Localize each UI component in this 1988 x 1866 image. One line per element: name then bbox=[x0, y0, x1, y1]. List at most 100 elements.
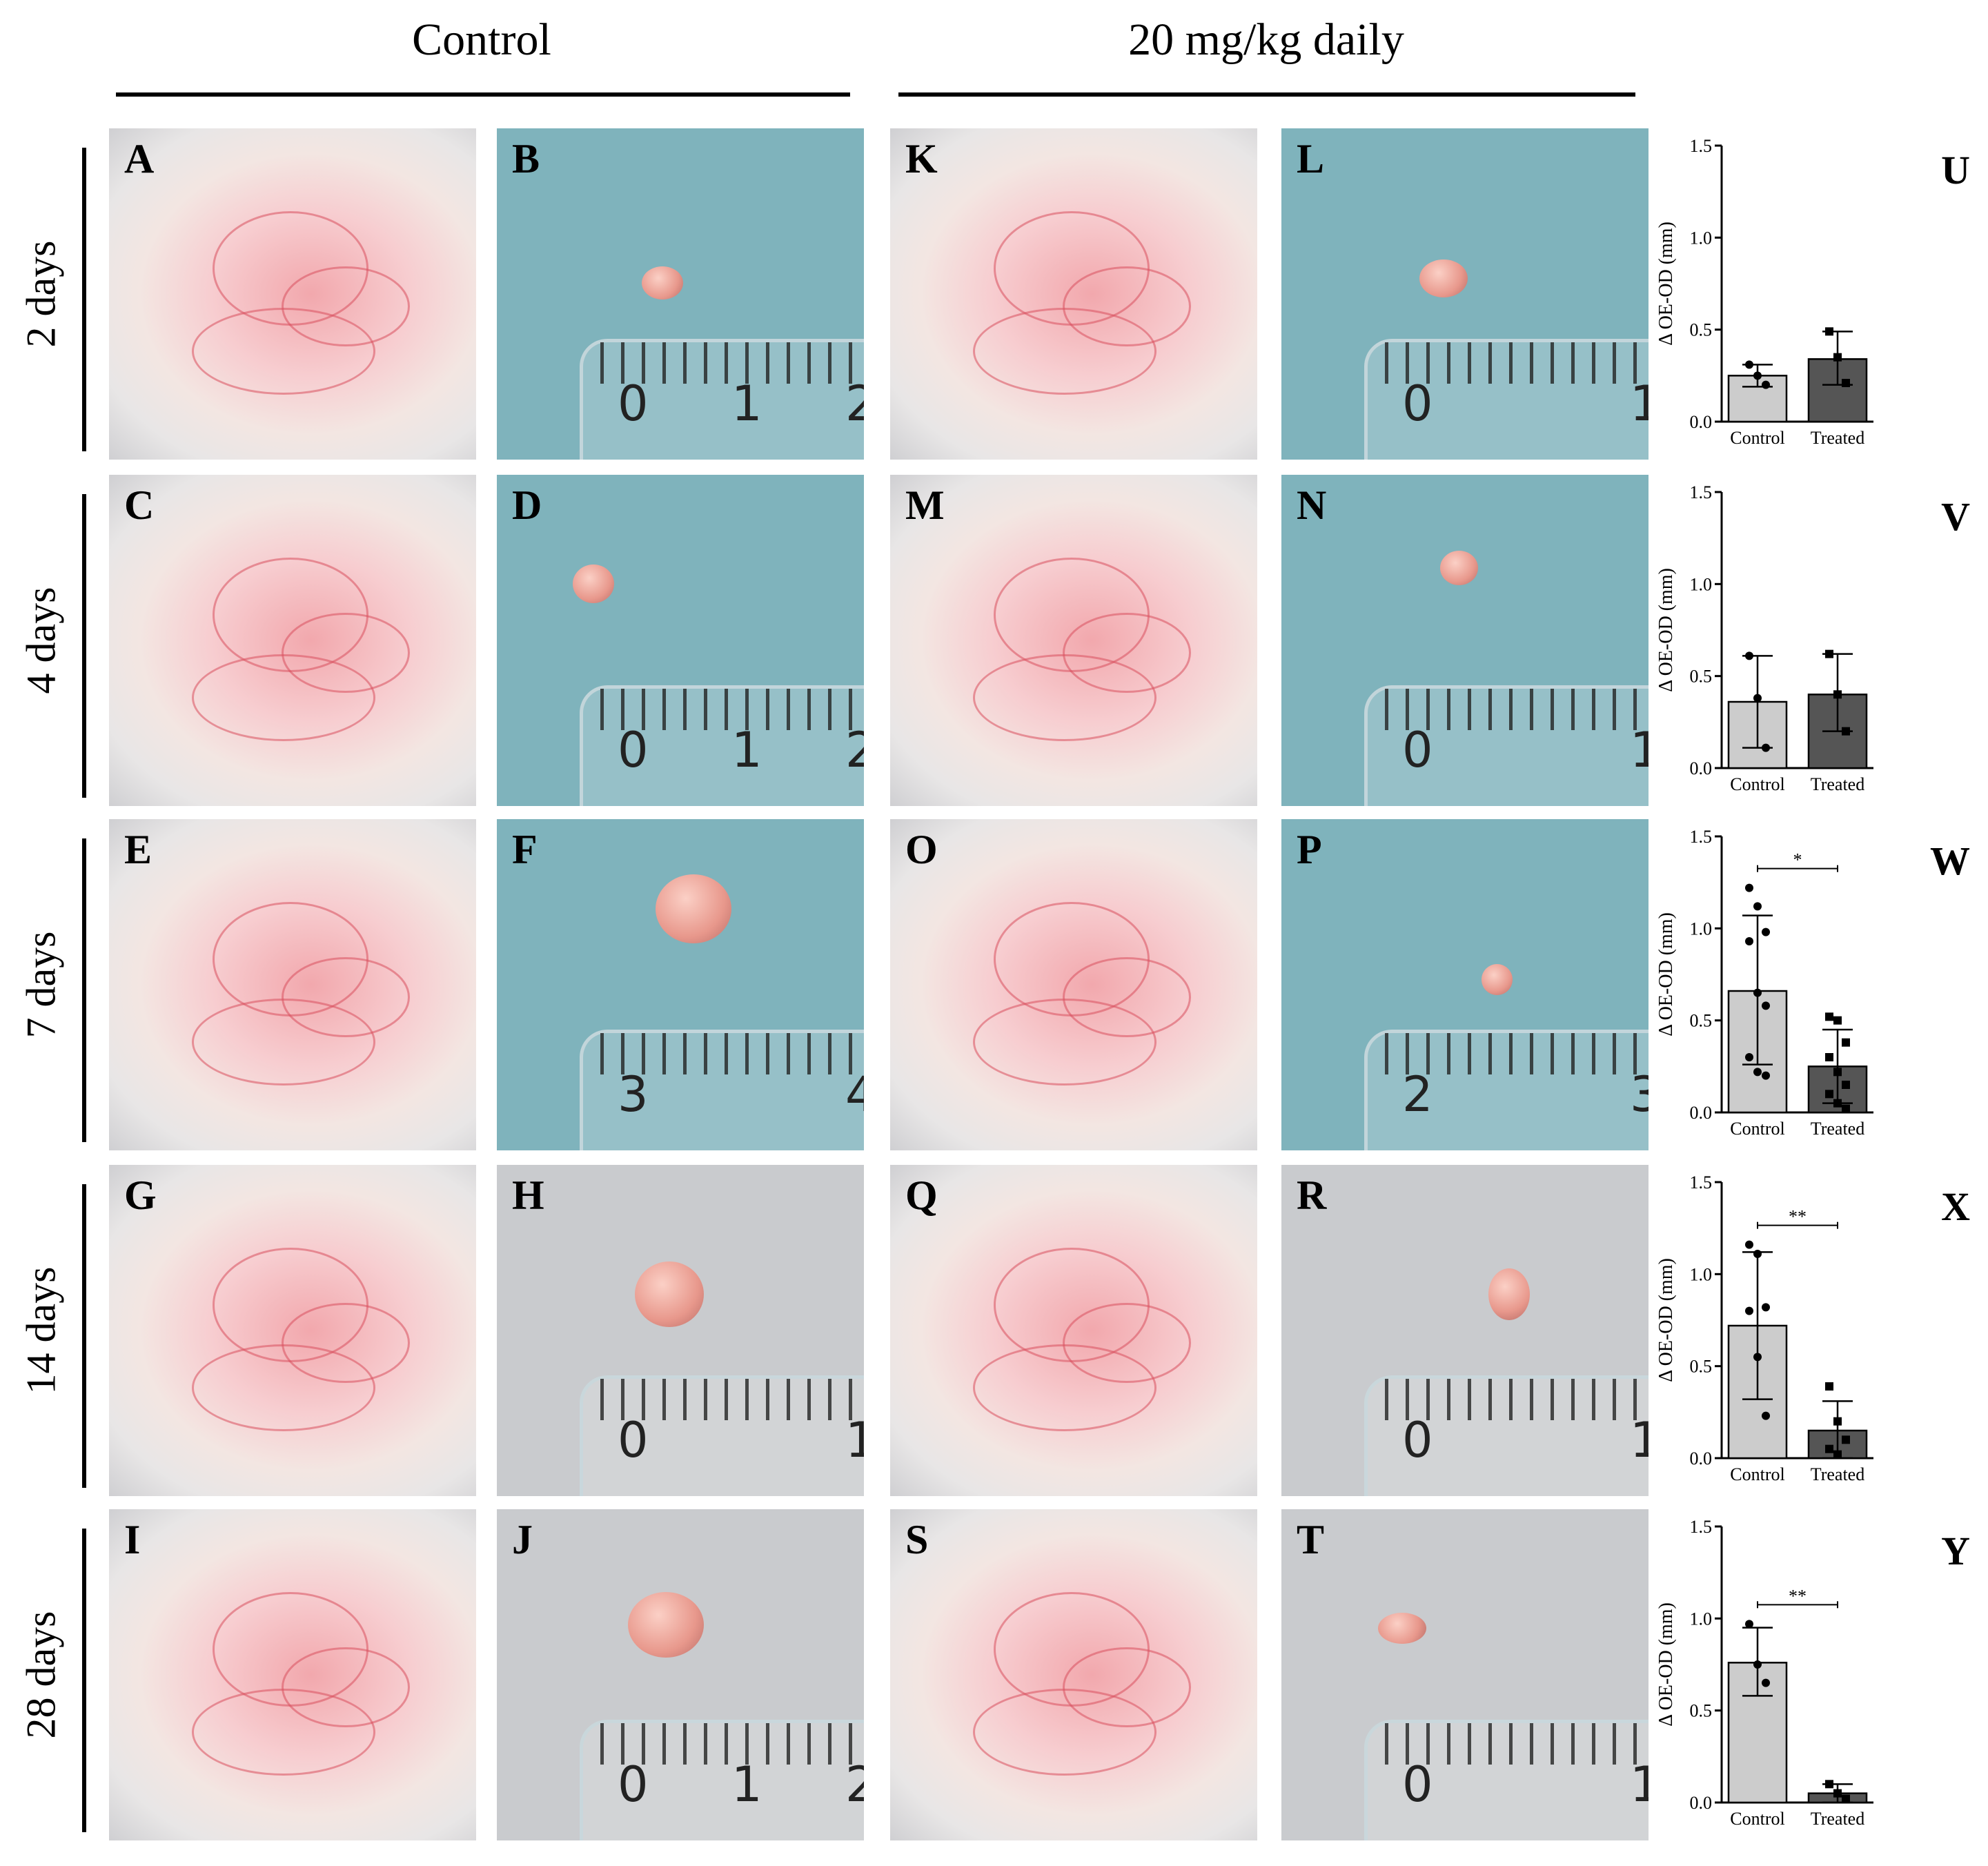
vessel-mark bbox=[973, 308, 1157, 395]
y-tick-label: 0.5 bbox=[1690, 1011, 1713, 1031]
row-bracket-line bbox=[82, 1529, 86, 1832]
vessel-mark bbox=[192, 1344, 375, 1431]
row-label: 7 days bbox=[18, 931, 64, 1039]
photo-panel-k: K bbox=[890, 128, 1257, 460]
vessel-mark bbox=[192, 654, 375, 741]
significance-label: ** bbox=[1789, 1207, 1807, 1227]
ruler-number: 1 bbox=[1630, 722, 1649, 778]
data-point bbox=[1825, 1012, 1833, 1021]
y-tick-label: 1.0 bbox=[1690, 1609, 1713, 1629]
data-point bbox=[1745, 360, 1753, 369]
bar-chart-w: 0.0 0.5 1.0 1.5 Δ OE-OD (mm) Control Treated * W bbox=[1655, 827, 1970, 1139]
tumor-sample bbox=[635, 1261, 704, 1327]
panel-letter: H bbox=[512, 1172, 544, 1218]
data-point bbox=[1842, 1794, 1850, 1803]
y-tick-label: 0.0 bbox=[1690, 1448, 1713, 1469]
panel-letter: N bbox=[1297, 482, 1327, 528]
data-point bbox=[1833, 1068, 1842, 1077]
data-point bbox=[1745, 1306, 1753, 1315]
y-axis-label: Δ OE-OD (mm) bbox=[1655, 222, 1677, 346]
significance-label: * bbox=[1793, 850, 1802, 870]
photo-panel-b: 0 1 2 B bbox=[497, 128, 864, 460]
photo-panel-r: 0 1 R bbox=[1281, 1165, 1649, 1496]
data-point bbox=[1762, 380, 1770, 389]
vessel-mark bbox=[192, 1689, 375, 1776]
data-point bbox=[1833, 1789, 1842, 1798]
ruler-ticks bbox=[1385, 1033, 1649, 1074]
x-tick-label: Control bbox=[1730, 1809, 1784, 1829]
column-title-treated: 20 mg/kg daily bbox=[1128, 14, 1404, 65]
ruler-number: 0 bbox=[1402, 1756, 1433, 1813]
chart-panel-letter: U bbox=[1941, 148, 1970, 193]
photo-panel-t: 0 1 T bbox=[1281, 1509, 1649, 1840]
bar-chart-y: 0.0 0.5 1.0 1.5 Δ OE-OD (mm) Control Treated **… bbox=[1655, 1517, 1970, 1829]
x-tick-label: Control bbox=[1730, 428, 1784, 448]
y-axis-label: Δ OE-OD (mm) bbox=[1655, 1602, 1677, 1727]
ruler-number: 0 bbox=[618, 1756, 649, 1813]
data-point bbox=[1745, 1240, 1753, 1249]
ruler-number: 0 bbox=[1402, 375, 1433, 432]
panel-letter: Q bbox=[905, 1172, 938, 1218]
data-point bbox=[1842, 1104, 1850, 1113]
panel-letter: M bbox=[905, 482, 945, 528]
vessel-mark bbox=[973, 999, 1157, 1086]
ruler-number: 3 bbox=[1630, 1066, 1649, 1123]
x-tick-label: Treated bbox=[1811, 1464, 1864, 1484]
row-label: 2 days bbox=[18, 240, 64, 348]
data-point bbox=[1753, 694, 1762, 703]
x-tick-label: Control bbox=[1730, 1464, 1784, 1484]
ruler-number: 0 bbox=[1402, 1412, 1433, 1469]
data-point bbox=[1745, 937, 1753, 945]
data-point bbox=[1825, 1053, 1833, 1061]
ruler-ticks bbox=[1385, 342, 1649, 384]
ruler-ticks bbox=[600, 689, 864, 730]
y-axis-label: Δ OE-OD (mm) bbox=[1655, 568, 1677, 692]
ruler-ticks bbox=[600, 1723, 864, 1765]
vessel-mark bbox=[973, 1689, 1157, 1776]
y-tick-label: 1.5 bbox=[1690, 136, 1713, 156]
x-tick-label: Treated bbox=[1811, 428, 1864, 448]
row-label: 28 days bbox=[18, 1611, 64, 1739]
row-label: 14 days bbox=[18, 1266, 64, 1395]
panel-letter: C bbox=[124, 482, 155, 528]
ruler-number: 1 bbox=[731, 375, 762, 432]
panel-letter: L bbox=[1297, 136, 1325, 181]
y-tick-label: 1.5 bbox=[1690, 1517, 1713, 1537]
panel-letter: F bbox=[512, 827, 538, 872]
data-point bbox=[1825, 1090, 1833, 1099]
data-point bbox=[1833, 1016, 1842, 1025]
y-tick-label: 0.5 bbox=[1690, 320, 1713, 340]
data-point bbox=[1762, 1303, 1770, 1312]
ruler-number: 3 bbox=[618, 1066, 649, 1123]
y-tick-label: 0.0 bbox=[1690, 758, 1713, 778]
panel-letter: J bbox=[512, 1517, 533, 1562]
photo-panel-g: G bbox=[109, 1165, 476, 1496]
ruler-number: 1 bbox=[845, 1412, 864, 1469]
panel-letter: E bbox=[124, 827, 152, 872]
y-tick-label: 0.5 bbox=[1690, 667, 1713, 687]
ruler-ticks bbox=[1385, 1379, 1649, 1420]
data-point bbox=[1842, 1038, 1850, 1047]
vessel-mark bbox=[973, 654, 1157, 741]
tumor-sample bbox=[656, 874, 731, 943]
tumor-sample bbox=[1482, 964, 1513, 995]
photo-panel-h: 0 1 H bbox=[497, 1165, 864, 1496]
ruler-ticks bbox=[1385, 1723, 1649, 1765]
panel-letter: R bbox=[1297, 1172, 1327, 1218]
x-tick-label: Treated bbox=[1811, 1119, 1864, 1139]
vessel-mark bbox=[192, 999, 375, 1086]
data-point bbox=[1745, 1053, 1753, 1061]
y-tick-label: 1.5 bbox=[1690, 482, 1713, 502]
data-point bbox=[1753, 902, 1762, 911]
photo-panel-l: 0 1 L bbox=[1281, 128, 1649, 460]
ruler-number: 1 bbox=[731, 722, 762, 778]
ruler-number: 2 bbox=[845, 1756, 864, 1813]
photo-panel-q: Q bbox=[890, 1165, 1257, 1496]
bar-chart-u: 0.0 0.5 1.0 1.5 Δ OE-OD (mm) Control Treated U bbox=[1655, 136, 1970, 448]
column-title-control: Control bbox=[412, 14, 551, 65]
panel-letter: G bbox=[124, 1172, 157, 1218]
ruler-number: 0 bbox=[618, 722, 649, 778]
y-tick-label: 1.0 bbox=[1690, 1264, 1713, 1284]
ruler-number: 1 bbox=[1630, 375, 1649, 432]
data-point bbox=[1745, 651, 1753, 660]
